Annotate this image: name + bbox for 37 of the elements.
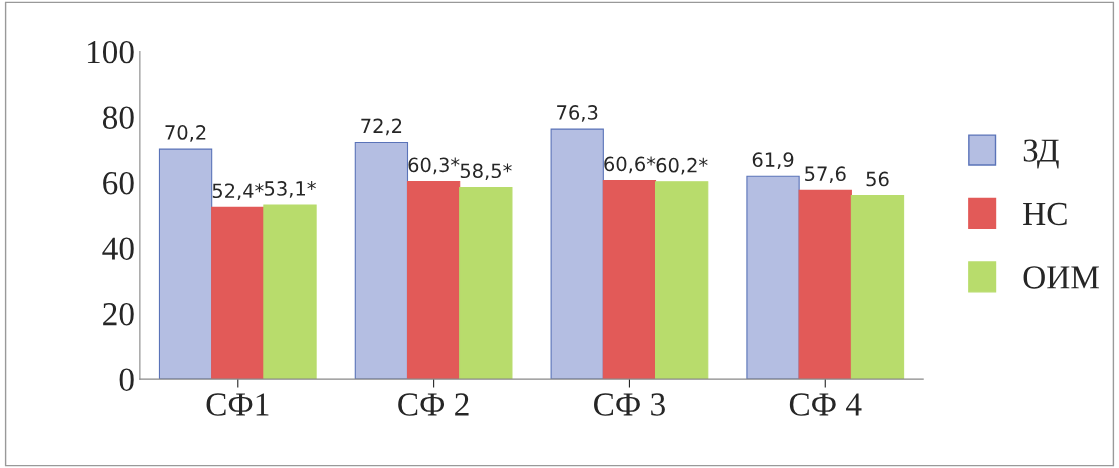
bar [211, 206, 265, 380]
data-label: 56 [866, 171, 889, 187]
y-tick-label: 80 [102, 106, 134, 129]
bar [850, 195, 905, 380]
data-label: 60,6* [604, 156, 656, 174]
bar [602, 179, 657, 380]
y-tick-label: 40 [102, 237, 134, 260]
data-label: 57,6 [805, 166, 846, 184]
data-label: 60,3* [408, 157, 460, 175]
bar [798, 189, 852, 380]
bar [459, 186, 513, 380]
bar [654, 181, 709, 380]
x-tick-label: СФ 3 [594, 393, 665, 416]
bar [158, 148, 213, 380]
y-tick-label: 60 [103, 171, 134, 195]
legend-label: НС [1023, 202, 1067, 226]
data-label: 60,2* [656, 157, 708, 175]
y-tick-label: 100 [87, 40, 134, 64]
x-tick-label: СФ 2 [398, 393, 469, 416]
y-tick-label: 20 [103, 302, 134, 326]
legend-label: ОИМ [1023, 266, 1099, 289]
data-label: 53,1* [265, 181, 316, 198]
x-tick-label: СФ 4 [789, 393, 862, 416]
data-label: 72,2 [361, 118, 402, 136]
data-label: 52,4* [212, 183, 264, 201]
bar [406, 180, 461, 380]
data-label: 76,3 [557, 105, 598, 122]
x-tick-label: СФ1 [206, 393, 269, 416]
data-label: 61,9 [752, 152, 794, 169]
data-label: 58,5* [460, 163, 512, 181]
bar [746, 175, 800, 380]
legend-label: ЗД [1023, 139, 1059, 169]
bar [263, 204, 317, 380]
data-label: 70,2 [165, 125, 206, 142]
bar [354, 141, 409, 380]
y-tick-label: 0 [119, 368, 134, 391]
bar [550, 128, 604, 380]
